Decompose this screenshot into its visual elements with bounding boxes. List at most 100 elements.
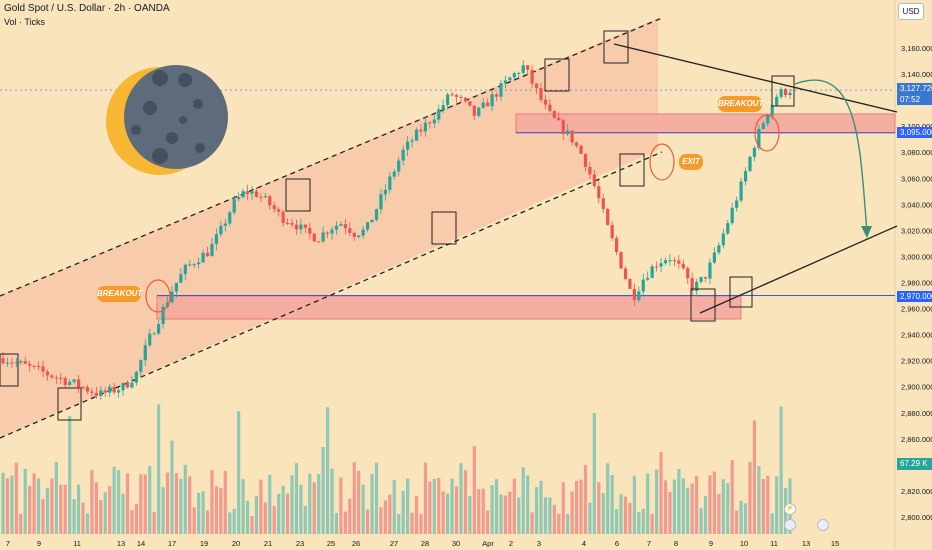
volume-bar <box>325 407 330 534</box>
breakout-callout-right[interactable]: BREAKOUT <box>718 96 763 112</box>
us-flag-icon[interactable] <box>784 519 796 531</box>
volume-bar <box>143 474 147 534</box>
candle-body <box>112 386 116 393</box>
volume-bar <box>68 416 72 534</box>
volume-bar <box>779 406 783 534</box>
price-tick-label: 3,100.000 <box>901 122 932 131</box>
volume-bar <box>5 478 10 534</box>
volume-bar <box>383 500 387 534</box>
volume-bar <box>508 491 512 534</box>
volume-indicator-label[interactable]: Vol · Ticks <box>4 17 46 27</box>
candle-body <box>521 65 525 74</box>
moon-crater <box>179 116 187 124</box>
volume-bar <box>592 413 596 534</box>
highlight-box <box>771 75 795 107</box>
candle-body <box>619 252 623 269</box>
candle-body <box>726 223 730 234</box>
level-tag-lower: 2,970.000 <box>897 291 932 302</box>
candle-body <box>588 166 592 175</box>
volume-bar <box>406 478 410 534</box>
candle-body <box>134 371 138 383</box>
triangle-upper-line <box>613 43 898 113</box>
volume-bar <box>50 478 54 534</box>
candle-body <box>766 115 770 124</box>
volume-bar <box>490 485 494 534</box>
volume-bar <box>268 474 272 534</box>
volume-bar <box>730 460 734 534</box>
candle-body <box>419 129 423 132</box>
candle-body <box>632 288 636 301</box>
volume-bar <box>232 508 236 534</box>
volume-bar <box>712 471 717 534</box>
candle-body <box>735 200 739 208</box>
volume-bar <box>277 493 281 534</box>
candle-body <box>570 130 574 143</box>
candle-body <box>650 266 654 278</box>
volume-bar <box>597 482 601 534</box>
moon-crater <box>152 148 168 164</box>
time-tick-label: 10 <box>740 539 748 548</box>
volume-bar <box>721 479 725 534</box>
volume-bar <box>45 487 50 534</box>
volume-bar <box>334 512 339 534</box>
candle-body <box>703 277 708 279</box>
time-tick-label: 17 <box>168 539 176 548</box>
volume-bar <box>757 466 761 534</box>
candle-body <box>103 390 107 393</box>
time-tick-label: 9 <box>37 539 41 548</box>
symbol-title[interactable]: Gold Spot / U.S. Dollar · 2h · OANDA <box>4 3 170 14</box>
volume-bar <box>655 469 659 534</box>
candle-body <box>454 95 459 97</box>
volume-bar <box>699 508 703 534</box>
volume-bar <box>121 493 125 534</box>
candle-body <box>285 223 290 225</box>
volume-bar <box>36 478 41 534</box>
volume-bar <box>659 451 663 534</box>
exit-callout[interactable]: EXIT <box>679 154 703 170</box>
volume-bar <box>245 500 250 534</box>
candle-body <box>401 149 405 161</box>
candle-body <box>574 142 579 146</box>
candle-body <box>197 262 201 265</box>
us-flag-icon-2[interactable] <box>817 519 829 531</box>
candle-body <box>752 147 757 157</box>
candle-body <box>348 228 352 233</box>
volume-bar <box>695 475 699 534</box>
volume-bar <box>681 478 685 534</box>
currency-button[interactable]: USD <box>898 3 924 20</box>
volume-bar <box>152 512 156 534</box>
time-tick-label: 23 <box>296 539 304 548</box>
moon-crater <box>131 125 141 135</box>
volume-bar <box>468 496 472 534</box>
volume-bar <box>552 504 556 534</box>
candle-body <box>566 130 570 135</box>
volume-bar <box>210 469 214 534</box>
volume-bar <box>1 472 5 534</box>
volume-bar <box>539 480 543 534</box>
volume-bar <box>397 514 401 534</box>
volume-bar <box>237 411 241 534</box>
volume-bar <box>28 485 32 534</box>
candle-body <box>668 260 672 262</box>
volume-bar <box>170 440 174 534</box>
price-tick-label: 2,960.000 <box>901 305 932 314</box>
candle-body <box>446 94 450 106</box>
time-tick-label: 3 <box>537 539 541 548</box>
candle-body <box>477 107 481 116</box>
moon-body <box>124 65 228 169</box>
volume-bar <box>557 513 561 534</box>
candle-body <box>721 233 725 246</box>
candle-body <box>486 102 490 107</box>
candle-body <box>383 189 387 195</box>
candle-body <box>245 191 250 194</box>
event-marker-icon[interactable]: ⚡ <box>784 503 796 515</box>
volume-bar <box>99 500 103 534</box>
volume-bar <box>446 493 450 534</box>
volume-bar <box>534 487 539 534</box>
breakout-callout-left[interactable]: BREAKOUT <box>97 286 142 302</box>
candle-body <box>410 140 414 142</box>
candle-body <box>219 225 223 235</box>
volume-bar <box>81 502 85 534</box>
candle-body <box>641 279 645 292</box>
